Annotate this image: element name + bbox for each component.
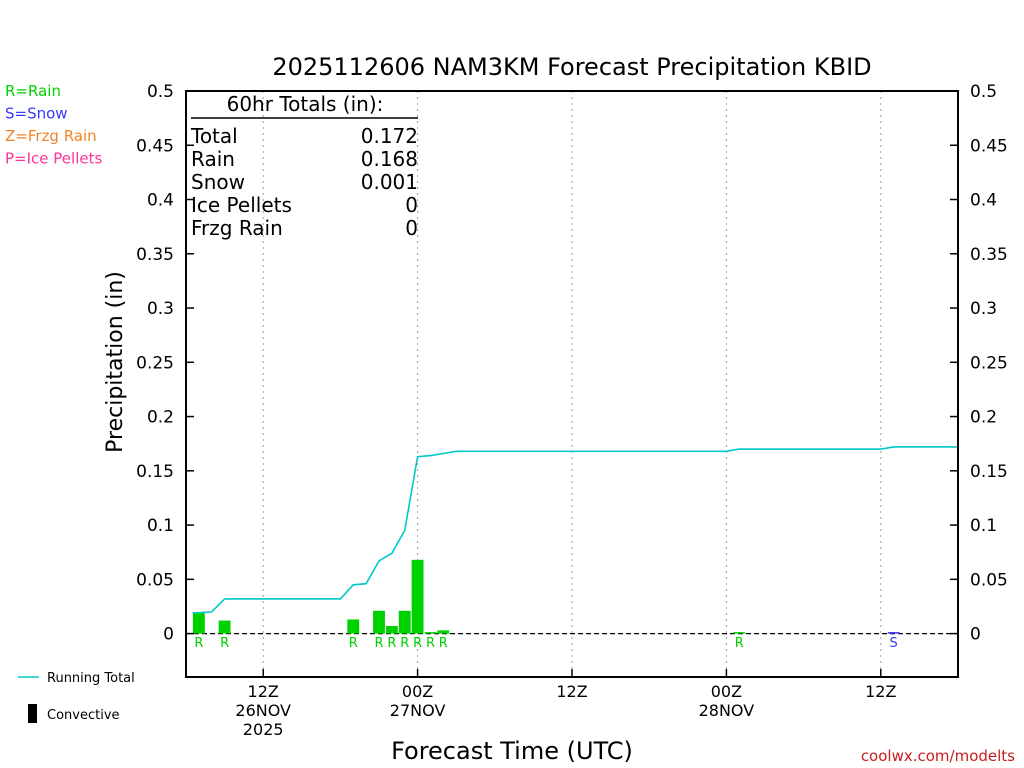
y-tick-label-left-10: 0.5 <box>147 82 174 102</box>
y-tick-label-right-3: 0.15 <box>970 462 1008 482</box>
chart-title: 2025112606 NAM3KM Forecast Precipitation… <box>272 53 871 81</box>
ptype-legend-item-1: S=Snow <box>5 105 68 123</box>
y-tick-label-left-6: 0.3 <box>147 299 174 319</box>
precip-bar-10 <box>887 632 900 634</box>
ptype-label-10: S <box>890 636 898 651</box>
y-tick-label-left-8: 0.4 <box>147 191 174 211</box>
totals-value-0: 0.172 <box>361 124 418 148</box>
precip-bar-2 <box>347 619 360 634</box>
ptype-label-7: R <box>426 636 435 651</box>
x-tick-label-0-1: 26NOV <box>235 701 291 720</box>
precip-bar-4 <box>385 625 398 634</box>
ptype-label-5: R <box>400 636 409 651</box>
y-tick-label-left-5: 0.25 <box>136 353 174 373</box>
x-tick-label-0-2: 2025 <box>243 720 284 739</box>
precip-bar-7 <box>424 632 437 634</box>
precip-bar-9 <box>733 632 746 634</box>
precip-bar-1 <box>218 620 231 634</box>
ptype-legend-item-2: Z=Frzg Rain <box>5 127 97 145</box>
credit-text: coolwx.com/modelts <box>861 747 1015 765</box>
ptype-legend-item-3: P=Ice Pellets <box>5 150 102 168</box>
totals-value-1: 0.168 <box>361 147 418 171</box>
ptype-label-9: R <box>735 636 744 651</box>
bar-series <box>192 559 900 634</box>
y-tick-label-left-7: 0.35 <box>136 245 174 265</box>
y-tick-label-right-4: 0.2 <box>970 408 997 428</box>
y-axis-title: Precipitation (in) <box>103 271 128 453</box>
x-tick-label-2-0: 12Z <box>556 682 587 701</box>
ptype-legend-item-0: R=Rain <box>5 82 61 100</box>
y-tick-label-right-0: 0 <box>970 625 981 645</box>
x-tick-label-3-1: 28NOV <box>699 701 755 720</box>
y-tick-label-right-9: 0.45 <box>970 136 1008 156</box>
y-tick-label-right-2: 0.1 <box>970 516 997 536</box>
y-tick-label-right-5: 0.25 <box>970 353 1008 373</box>
totals-label-2: Snow <box>191 170 245 194</box>
x-tick-label-0-0: 12Z <box>248 682 279 701</box>
bottom-legend: Running Total Convective <box>18 671 135 723</box>
totals-label-3: Ice Pellets <box>191 193 292 217</box>
totals-label-4: Frzg Rain <box>191 216 283 240</box>
x-tick-label-1-0: 00Z <box>402 682 433 701</box>
precip-bar-3 <box>373 610 385 634</box>
totals-value-2: 0.001 <box>361 170 418 194</box>
ptype-label-4: R <box>387 636 396 651</box>
totals-heading: 60hr Totals (in): <box>227 92 384 116</box>
y-tick-label-left-4: 0.2 <box>147 408 174 428</box>
x-tick-label-1-1: 27NOV <box>390 701 446 720</box>
y-tick-label-right-1: 0.05 <box>970 570 1008 590</box>
running-total-series <box>192 446 958 614</box>
y-tick-label-left-1: 0.05 <box>136 570 174 590</box>
running-total-legend-label: Running Total <box>47 671 135 686</box>
x-axis-title: Forecast Time (UTC) <box>391 737 633 765</box>
y-tick-label-left-2: 0.1 <box>147 516 174 536</box>
totals-label-0: Total <box>190 124 238 148</box>
y-axis: 0 00.05 0.050.1 0.10.15 0.150.2 0.20.25 0.250.… <box>136 82 1008 645</box>
precip-bar-5 <box>398 610 411 634</box>
ptype-legend: R=Rain S=Snow Z=Frzg Rain P=Ice Pellets <box>5 82 102 168</box>
y-tick-label-left-9: 0.45 <box>136 136 174 156</box>
grid-lines <box>186 91 958 677</box>
running-total-line <box>192 446 958 614</box>
y-tick-label-right-7: 0.35 <box>970 245 1008 265</box>
precip-bar-8 <box>437 630 450 634</box>
ptype-label-1: R <box>220 636 229 651</box>
ptype-label-8: R <box>439 636 448 651</box>
precip-bar-6 <box>411 559 424 634</box>
totals-box: 60hr Totals (in): Total 0.172 Rain 0.168 Sno… <box>190 92 418 240</box>
convective-legend-bar <box>28 704 37 723</box>
y-tick-label-right-8: 0.4 <box>970 191 997 211</box>
y-tick-label-left-3: 0.15 <box>136 462 174 482</box>
x-tick-label-3-0: 00Z <box>711 682 742 701</box>
totals-value-3: 0 <box>405 193 418 217</box>
ptype-label-0: R <box>194 636 203 651</box>
ptype-label-6: R <box>413 636 422 651</box>
totals-value-4: 0 <box>405 216 418 240</box>
precip-bar-0 <box>192 612 205 634</box>
ptype-label-2: R <box>349 636 358 651</box>
y-tick-label-left-0: 0 <box>163 625 174 645</box>
ptype-label-3: R <box>374 636 383 651</box>
x-tick-label-4-0: 12Z <box>865 682 896 701</box>
y-tick-label-right-10: 0.5 <box>970 82 997 102</box>
y-tick-label-right-6: 0.3 <box>970 299 997 319</box>
totals-label-1: Rain <box>191 147 235 171</box>
convective-legend-label: Convective <box>47 708 120 723</box>
